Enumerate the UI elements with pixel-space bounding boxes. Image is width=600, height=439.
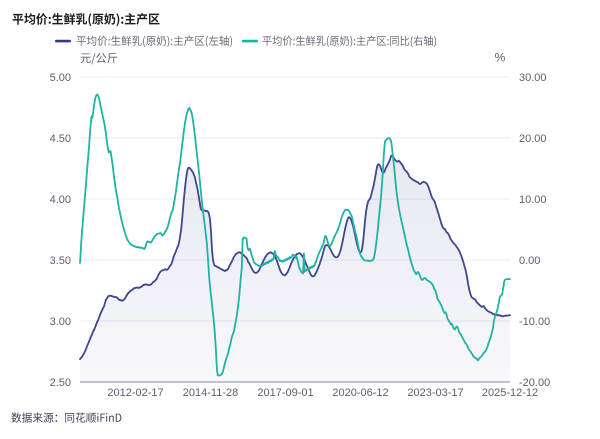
svg-text:2014-11-28: 2014-11-28	[183, 387, 238, 399]
svg-text:3.00: 3.00	[50, 316, 71, 328]
svg-text:4.50: 4.50	[50, 133, 71, 145]
svg-text:2.50: 2.50	[50, 377, 71, 389]
svg-text:2025-12-12: 2025-12-12	[482, 387, 538, 399]
svg-text:2017-09-01: 2017-09-01	[257, 387, 313, 399]
svg-text:30.00: 30.00	[519, 72, 547, 84]
svg-text:5.00: 5.00	[50, 72, 71, 84]
svg-text:2020-06-12: 2020-06-12	[332, 387, 388, 399]
svg-text:4.00: 4.00	[50, 194, 71, 206]
svg-text:-10.00: -10.00	[519, 316, 550, 328]
svg-text:0.00: 0.00	[519, 255, 540, 267]
svg-text:3.50: 3.50	[50, 255, 71, 267]
svg-text:10.00: 10.00	[519, 194, 547, 206]
svg-text:20.00: 20.00	[519, 133, 547, 145]
svg-text:2023-03-17: 2023-03-17	[407, 387, 463, 399]
svg-text:%: %	[495, 51, 506, 65]
svg-text:-20.00: -20.00	[519, 377, 550, 389]
svg-text:2012-02-17: 2012-02-17	[107, 387, 163, 399]
